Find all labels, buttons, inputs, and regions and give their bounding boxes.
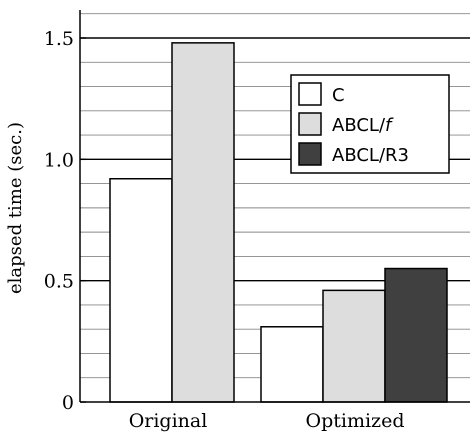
y-tick-label: 0.5: [44, 271, 74, 293]
y-axis-title: elapsed time (sec.): [5, 122, 26, 294]
axes: [79, 10, 470, 403]
legend-label-abclf-italic: f: [385, 115, 394, 136]
legend-swatch-c: [298, 82, 322, 106]
legend-label-abclf-prefix: ABCL/: [332, 115, 386, 136]
legend-swatch-abclf: [298, 112, 322, 136]
bar-abcl-f-optimized: [322, 289, 386, 403]
x-category-label: Optimized: [306, 410, 405, 432]
bar-c-optimized: [260, 326, 324, 403]
x-category-label: Original: [129, 410, 208, 432]
legend-label-c: C: [332, 85, 345, 106]
legend-label-abclf: ABCL/f: [332, 115, 394, 136]
legend: C ABCL/f ABCL/R3: [290, 74, 450, 174]
legend-swatch-abclr3: [298, 142, 322, 166]
y-tick-label: 1.5: [44, 28, 74, 50]
legend-label-abclr3: ABCL/R3: [332, 145, 409, 166]
y-tick-labels: 0 0.5 1.0 1.5: [44, 28, 86, 414]
y-tick-label: 0: [62, 392, 74, 414]
bar-abcl-r3-optimized: [384, 267, 448, 403]
bar-abcl-f-original: [171, 42, 235, 403]
y-tick-label: 1.0: [44, 149, 74, 171]
x-category-labels: Original Optimized: [129, 410, 405, 432]
bars: [109, 42, 448, 403]
bar-c-original: [109, 177, 173, 403]
